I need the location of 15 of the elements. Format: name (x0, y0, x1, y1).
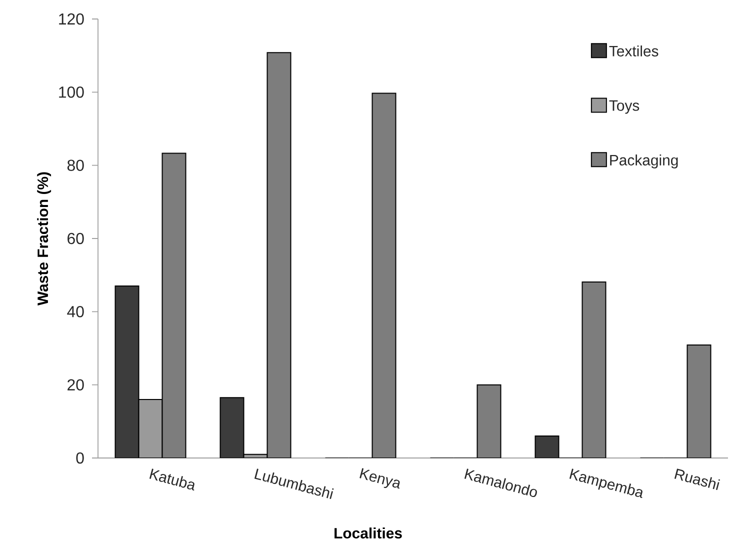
y-tick-label: 20 (68, 379, 84, 390)
y-tick-label: 120 (59, 13, 84, 25)
legend-label: Toys (609, 100, 640, 114)
legend-label: Packaging (610, 154, 678, 168)
x-tick-label: Kenya (360, 468, 400, 489)
y-tick-label: 60 (68, 232, 84, 244)
x-axis-title: Localities (334, 528, 402, 538)
y-tick-label: 80 (67, 160, 84, 171)
legend-label: Textiles (609, 45, 658, 56)
y-axis-title: Waste Fraction (%) (37, 172, 52, 306)
y-tick-label: 40 (67, 306, 84, 318)
y-tick-label: 100 (59, 86, 84, 98)
y-tick-label: 0 (76, 452, 84, 464)
x-tick-label: Katuba (149, 468, 194, 490)
x-tick-label: Ruashi (674, 468, 720, 490)
